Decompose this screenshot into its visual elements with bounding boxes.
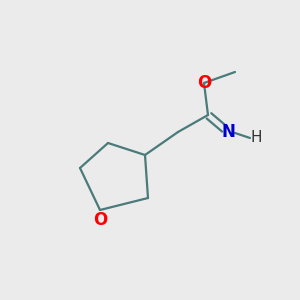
Text: H: H [250,130,262,146]
Text: O: O [197,74,211,92]
Text: N: N [221,123,235,141]
Text: O: O [93,211,107,229]
